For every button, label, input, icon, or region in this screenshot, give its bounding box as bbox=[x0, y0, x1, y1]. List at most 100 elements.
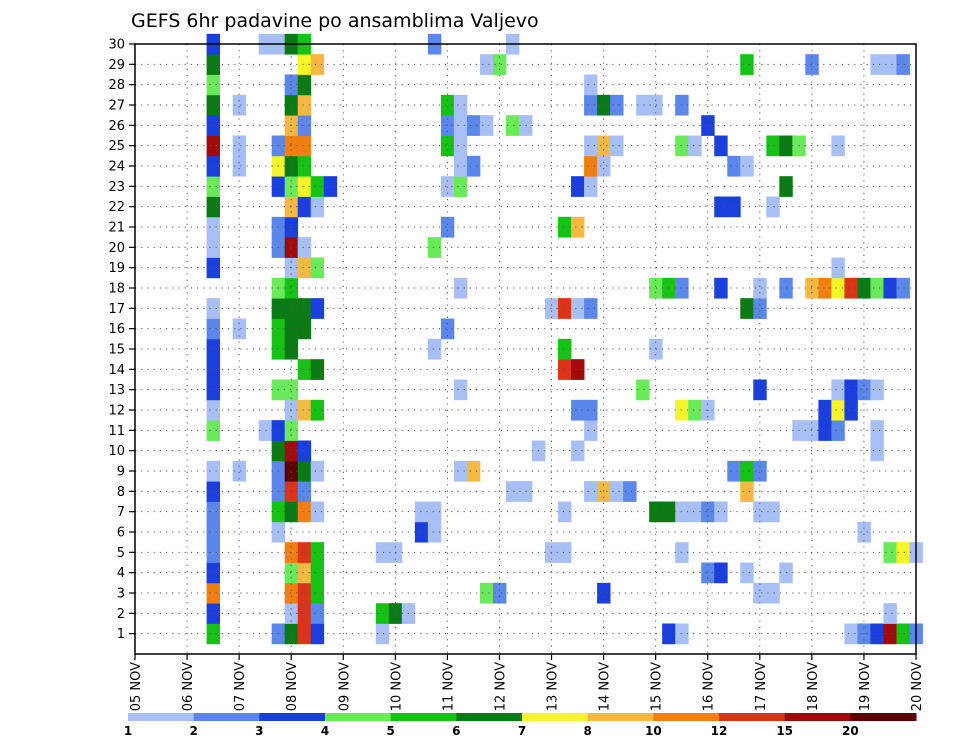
heatmap-cell bbox=[206, 542, 221, 563]
heatmap-cell bbox=[297, 440, 312, 462]
heatmap-cell bbox=[831, 257, 845, 279]
x-tick-label: 20 NOV bbox=[910, 662, 925, 711]
y-tick-label: 25 bbox=[108, 139, 125, 154]
heatmap-cell bbox=[857, 379, 871, 401]
heatmap-cell bbox=[284, 501, 299, 523]
x-tick-label: 09 NOV bbox=[337, 662, 352, 711]
y-tick-label: 22 bbox=[108, 200, 125, 215]
heatmap-cell bbox=[206, 582, 221, 604]
heatmap-cell bbox=[675, 277, 689, 299]
y-tick-label: 12 bbox=[108, 404, 125, 419]
heatmap-cell bbox=[831, 379, 845, 401]
heatmap-cell bbox=[714, 196, 728, 218]
y-axis-ticks: 1234567891011121314151617181920212223242… bbox=[108, 38, 135, 642]
heatmap-cell bbox=[844, 399, 858, 421]
heatmap-cell bbox=[857, 277, 871, 299]
heatmap-cell bbox=[297, 501, 312, 523]
x-axis-ticks: 05 NOV 06 NOV 07 NOV 08 NOV 09 NOV 10 NOV 11 N… bbox=[129, 654, 925, 711]
heatmap-cell bbox=[831, 277, 845, 299]
heatmap-cell bbox=[232, 135, 247, 157]
heatmap-cell bbox=[206, 521, 221, 543]
heatmap-cell bbox=[206, 399, 221, 421]
x-tick-label: 05 NOV bbox=[129, 662, 144, 711]
y-tick-label: 3 bbox=[117, 587, 125, 602]
heatmap-cell bbox=[284, 338, 299, 360]
colorbar-swatch bbox=[325, 713, 392, 721]
heatmap-cell bbox=[206, 420, 221, 441]
heatmap-cell bbox=[206, 257, 221, 279]
heatmap-cell bbox=[558, 501, 572, 523]
heatmap-cell bbox=[584, 420, 598, 441]
heatmap-cell bbox=[675, 94, 689, 116]
y-tick-label: 18 bbox=[108, 282, 125, 297]
x-tick-label: 12 NOV bbox=[493, 662, 508, 711]
heatmap-cell bbox=[232, 155, 247, 177]
y-tick-label: 24 bbox=[108, 160, 125, 175]
heatmap-cell bbox=[584, 481, 598, 502]
heatmap-cell bbox=[297, 318, 312, 340]
heatmap-cell bbox=[870, 277, 884, 299]
heatmap-cell bbox=[688, 399, 702, 421]
heatmap-cell bbox=[584, 399, 598, 421]
heatmap-cell bbox=[584, 94, 598, 116]
heatmap-cell bbox=[284, 216, 299, 238]
y-tick-label: 9 bbox=[117, 465, 125, 480]
heatmap-cell bbox=[310, 623, 325, 645]
heatmap-cell bbox=[597, 94, 611, 116]
y-tick-label: 28 bbox=[108, 78, 125, 93]
heatmap-cell bbox=[896, 623, 910, 645]
heatmap-cell bbox=[206, 562, 221, 584]
heatmap-cell bbox=[753, 582, 767, 604]
heatmap-cell bbox=[206, 135, 221, 157]
colorbar-swatch bbox=[259, 713, 326, 721]
heatmap-cell bbox=[844, 379, 858, 401]
heatmap-cell bbox=[675, 135, 689, 157]
heatmap-cell bbox=[883, 603, 897, 624]
heatmap-cell bbox=[505, 115, 520, 136]
heatmap-cell bbox=[440, 176, 455, 197]
heatmap-cell bbox=[492, 54, 507, 75]
colorbar-swatch bbox=[587, 713, 654, 721]
heatmap-cell bbox=[284, 135, 299, 157]
heatmap-cell bbox=[206, 481, 221, 502]
heatmap-cell bbox=[414, 521, 429, 543]
heatmap-cell bbox=[714, 501, 728, 523]
heatmap-cell bbox=[310, 399, 325, 421]
heatmap-cell bbox=[310, 359, 325, 380]
colorbar-tick-label: 5 bbox=[386, 724, 394, 738]
colorbar-tick-label: 6 bbox=[452, 724, 460, 738]
heatmap-cell bbox=[297, 603, 312, 624]
colorbar-legend: 1 2 3 4 5 6 7 8 10 12 15 20 bbox=[124, 713, 917, 738]
heatmap-cell bbox=[206, 74, 221, 96]
heatmap-cell bbox=[571, 216, 585, 238]
heatmap-cell bbox=[805, 277, 819, 299]
heatmap-cell bbox=[727, 196, 741, 218]
heatmap-cell bbox=[558, 216, 572, 238]
heatmap-cell bbox=[818, 277, 832, 299]
heatmap-cell bbox=[740, 481, 754, 502]
y-tick-label: 27 bbox=[108, 99, 125, 114]
y-tick-label: 19 bbox=[108, 261, 125, 276]
heatmap-cell bbox=[297, 562, 312, 584]
heatmap-cell bbox=[453, 94, 468, 116]
heatmap-cell bbox=[206, 237, 221, 258]
heatmap-cell bbox=[453, 155, 468, 177]
heatmap-cell bbox=[870, 54, 884, 75]
heatmap-cells bbox=[206, 33, 923, 645]
heatmap-cell bbox=[284, 298, 299, 319]
heatmap-cell bbox=[818, 420, 832, 441]
colorbar-tick-label: 20 bbox=[842, 724, 859, 738]
heatmap-cell bbox=[206, 338, 221, 360]
y-tick-label: 20 bbox=[108, 241, 125, 256]
heatmap-cell bbox=[284, 582, 299, 604]
heatmap-cell bbox=[427, 237, 442, 258]
heatmap-cell bbox=[206, 94, 221, 116]
heatmap-cell bbox=[870, 420, 884, 441]
heatmap-cell bbox=[284, 318, 299, 340]
colorbar-swatch bbox=[456, 713, 523, 721]
colorbar-tick-label: 10 bbox=[645, 724, 662, 738]
heatmap-cell bbox=[883, 623, 897, 645]
heatmap-cell bbox=[206, 623, 221, 645]
x-tick-label: 07 NOV bbox=[233, 662, 248, 711]
